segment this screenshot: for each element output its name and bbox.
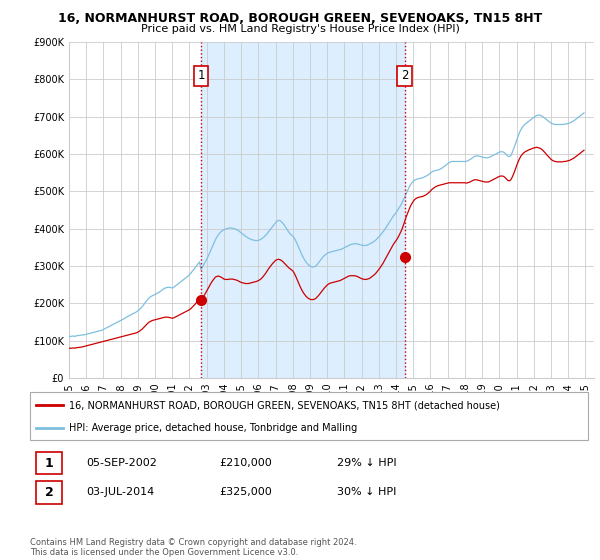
Text: 05-SEP-2002: 05-SEP-2002 — [86, 458, 157, 468]
Text: 03-JUL-2014: 03-JUL-2014 — [86, 487, 154, 497]
Text: 1: 1 — [197, 69, 205, 82]
Text: 29% ↓ HPI: 29% ↓ HPI — [337, 458, 397, 468]
FancyBboxPatch shape — [35, 481, 62, 503]
Text: £210,000: £210,000 — [220, 458, 272, 468]
Text: £325,000: £325,000 — [220, 487, 272, 497]
Text: 16, NORMANHURST ROAD, BOROUGH GREEN, SEVENOAKS, TN15 8HT: 16, NORMANHURST ROAD, BOROUGH GREEN, SEV… — [58, 12, 542, 25]
Text: Price paid vs. HM Land Registry's House Price Index (HPI): Price paid vs. HM Land Registry's House … — [140, 24, 460, 34]
Text: 30% ↓ HPI: 30% ↓ HPI — [337, 487, 396, 497]
Text: 2: 2 — [44, 486, 53, 499]
Text: 1: 1 — [44, 456, 53, 470]
Text: HPI: Average price, detached house, Tonbridge and Malling: HPI: Average price, detached house, Tonb… — [69, 423, 358, 433]
FancyBboxPatch shape — [35, 452, 62, 474]
Text: 16, NORMANHURST ROAD, BOROUGH GREEN, SEVENOAKS, TN15 8HT (detached house): 16, NORMANHURST ROAD, BOROUGH GREEN, SEV… — [69, 400, 500, 410]
Text: 2: 2 — [401, 69, 409, 82]
Text: Contains HM Land Registry data © Crown copyright and database right 2024.
This d: Contains HM Land Registry data © Crown c… — [30, 538, 356, 557]
FancyBboxPatch shape — [30, 392, 588, 440]
Bar — [201, 42, 404, 378]
